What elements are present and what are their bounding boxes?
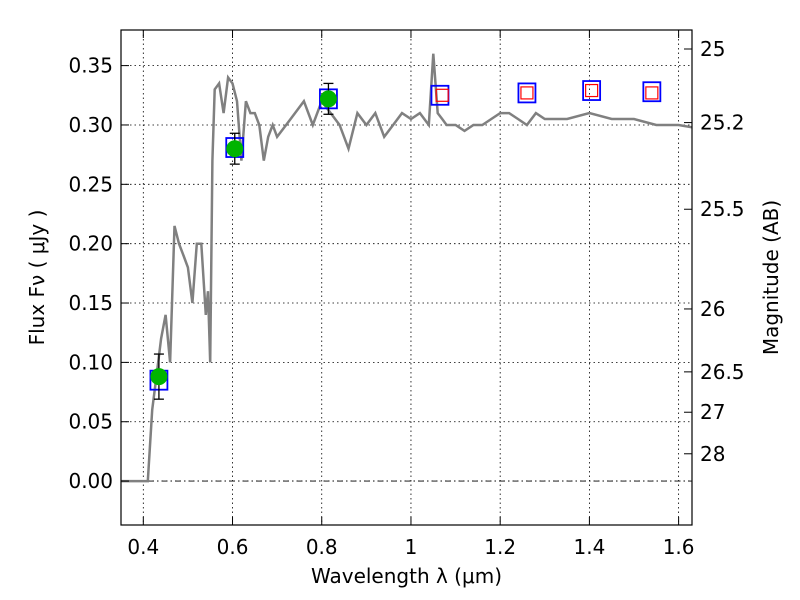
y-tick-label: 0.35 [68, 54, 113, 78]
x-tick-label: 1.4 [573, 535, 605, 559]
model-band-marker [430, 84, 450, 106]
x-tick-label: 1.6 [663, 535, 695, 559]
grid-lines [121, 30, 692, 525]
y-tick-label: 0.10 [68, 350, 113, 374]
data-points [149, 80, 662, 400]
y-tick-label: 0.00 [68, 469, 113, 493]
detection-point [319, 90, 337, 108]
y-axis-title: Flux Fν ( μJy ) [25, 210, 49, 346]
y-tick-label: 0.25 [68, 172, 113, 196]
detection-point [150, 368, 168, 386]
y2-tick-label: 28 [700, 442, 725, 466]
upper-limit-marker [435, 88, 449, 102]
x-axis: 0.4 0.6 0.8 1 1.2 1.4 1.6 [127, 30, 695, 559]
y-tick-label: 0.30 [68, 113, 113, 137]
y2-axis: 25 25.2 25.5 26 26.5 27 28 [684, 37, 745, 466]
upper-limit-marker [520, 86, 534, 100]
y2-tick-label: 25.2 [700, 111, 745, 135]
x-tick-label: 0.4 [127, 535, 159, 559]
y2-tick-label: 25 [700, 37, 725, 61]
y-axis: 0.00 0.05 0.10 0.15 0.20 0.25 0.30 0.35 [68, 54, 129, 493]
model-band-marker [582, 80, 602, 101]
y2-tick-label: 25.5 [700, 197, 745, 221]
x-tick-label: 0.8 [306, 535, 338, 559]
y-tick-label: 0.20 [68, 232, 113, 256]
y-tick-label: 0.05 [68, 410, 113, 434]
model-band-marker [642, 81, 662, 103]
upper-limit-marker [645, 86, 659, 100]
detection-point [226, 140, 244, 158]
x-tick-label: 1 [405, 535, 418, 559]
y2-axis-title: Magnitude (AB) [759, 200, 783, 355]
y2-tick-label: 26 [700, 297, 725, 321]
plot-frame [120, 29, 693, 526]
y-tick-label: 0.15 [68, 291, 113, 315]
model-band-marker [517, 82, 537, 104]
y2-tick-label: 27 [700, 400, 725, 424]
y2-tick-label: 26.5 [700, 360, 745, 384]
x-tick-label: 0.6 [217, 535, 249, 559]
model-spectrum-line [121, 53, 693, 483]
upper-limit-marker [585, 83, 599, 98]
x-tick-label: 1.2 [484, 535, 516, 559]
x-axis-title: Wavelength λ (μm) [311, 564, 502, 588]
